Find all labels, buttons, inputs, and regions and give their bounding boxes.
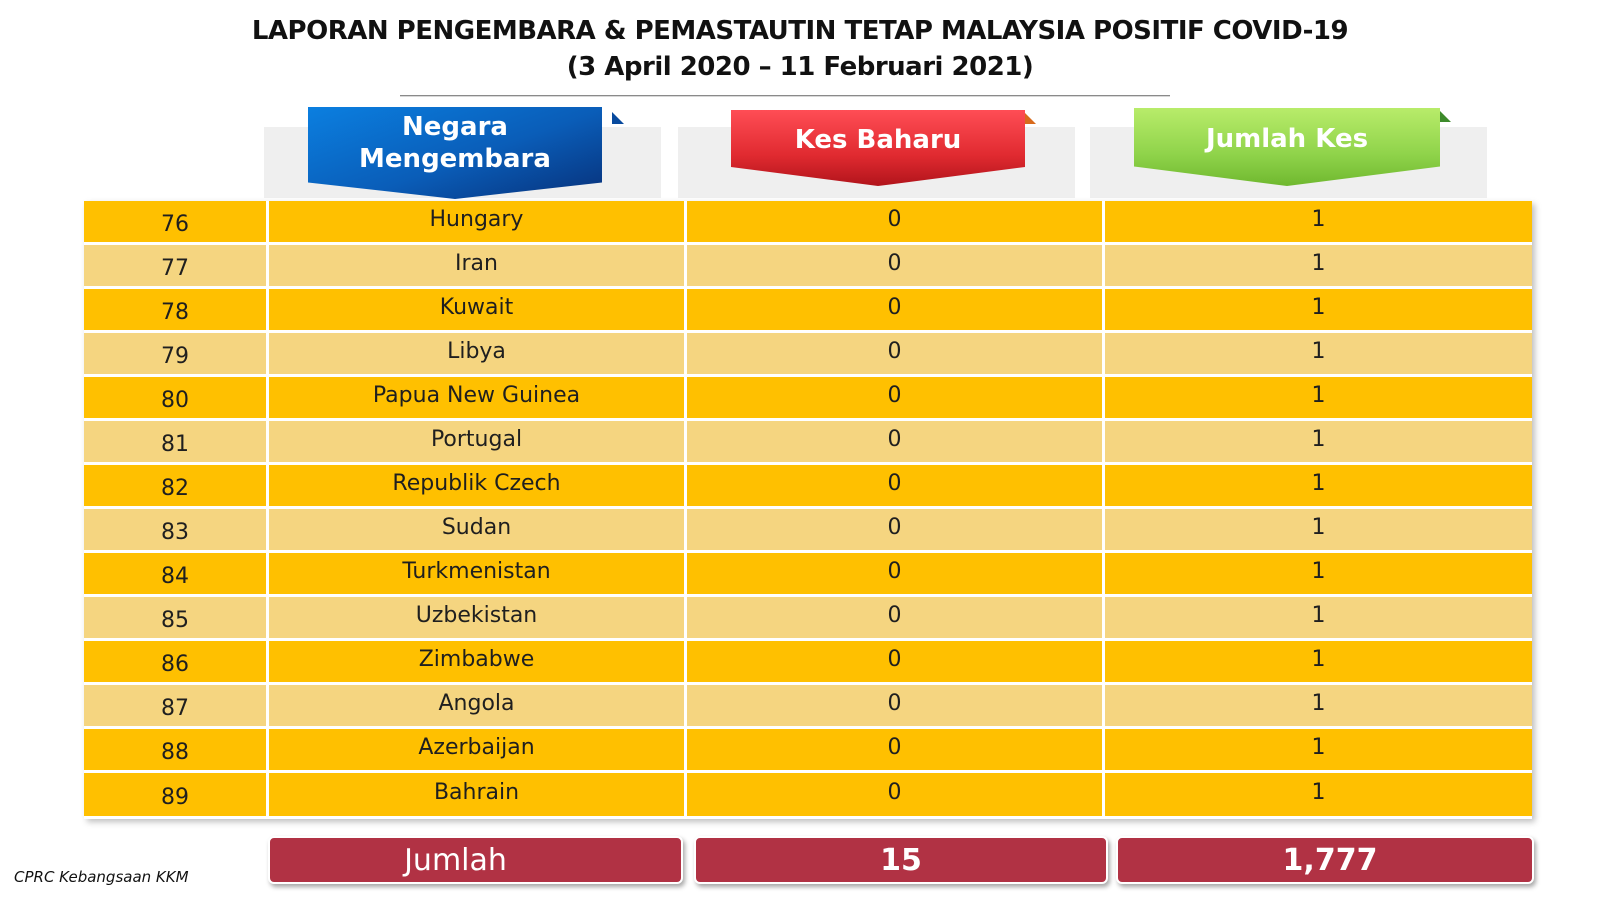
country-header-line2: Mengembara bbox=[359, 144, 551, 174]
table-row: 84 Turkmenistan 0 1 bbox=[84, 553, 1532, 597]
total-cases-value: 1 bbox=[1105, 773, 1532, 819]
total-cases-value: 1 bbox=[1105, 465, 1532, 509]
row-number: 87 bbox=[84, 685, 269, 729]
country-name: Portugal bbox=[269, 421, 687, 465]
country-name: Bahrain bbox=[269, 773, 687, 819]
new-cases-value: 0 bbox=[687, 685, 1105, 729]
row-number: 77 bbox=[84, 245, 269, 289]
table-row: 85 Uzbekistan 0 1 bbox=[84, 597, 1532, 641]
row-number: 88 bbox=[84, 729, 269, 773]
country-name: Uzbekistan bbox=[269, 597, 687, 641]
row-number: 84 bbox=[84, 553, 269, 597]
country-column-header: Negara Mengembara bbox=[308, 107, 602, 199]
country-name: Papua New Guinea bbox=[269, 377, 687, 421]
table-row: 89 Bahrain 0 1 bbox=[84, 773, 1532, 819]
table-row: 83 Sudan 0 1 bbox=[84, 509, 1532, 553]
new-cases-value: 0 bbox=[687, 773, 1105, 819]
total-cases-value: 1 bbox=[1105, 421, 1532, 465]
row-number: 81 bbox=[84, 421, 269, 465]
total-cases-value: 1 bbox=[1105, 641, 1532, 685]
country-name: Azerbaijan bbox=[269, 729, 687, 773]
new-cases-value: 0 bbox=[687, 465, 1105, 509]
table-row: 78 Kuwait 0 1 bbox=[84, 289, 1532, 333]
new-cases-value: 0 bbox=[687, 333, 1105, 377]
new-cases-value: 0 bbox=[687, 597, 1105, 641]
country-header-line1: Negara bbox=[402, 112, 508, 142]
table-row: 80 Papua New Guinea 0 1 bbox=[84, 377, 1532, 421]
row-number: 82 bbox=[84, 465, 269, 509]
country-name: Libya bbox=[269, 333, 687, 377]
cases-table: 76 Hungary 0 1 77 Iran 0 1 78 Kuwait 0 1… bbox=[84, 201, 1532, 819]
title-divider bbox=[400, 95, 1170, 97]
table-row: 86 Zimbabwe 0 1 bbox=[84, 641, 1532, 685]
ribbon-fold-icon bbox=[1439, 110, 1451, 122]
new-cases-value: 0 bbox=[687, 553, 1105, 597]
country-name: Republik Czech bbox=[269, 465, 687, 509]
country-name: Turkmenistan bbox=[269, 553, 687, 597]
total-cases-header-label: Jumlah Kes bbox=[1205, 124, 1369, 154]
row-number: 78 bbox=[84, 289, 269, 333]
total-cases-value: 1 bbox=[1105, 509, 1532, 553]
table-row: 81 Portugal 0 1 bbox=[84, 421, 1532, 465]
country-name: Zimbabwe bbox=[269, 641, 687, 685]
row-number: 79 bbox=[84, 333, 269, 377]
total-label: Jumlah bbox=[268, 836, 683, 884]
table-row: 79 Libya 0 1 bbox=[84, 333, 1532, 377]
new-cases-value: 0 bbox=[687, 245, 1105, 289]
table-row: 88 Azerbaijan 0 1 bbox=[84, 729, 1532, 773]
row-number: 89 bbox=[84, 773, 269, 819]
total-cases-value: 1 bbox=[1105, 377, 1532, 421]
country-name: Sudan bbox=[269, 509, 687, 553]
total-cases-value: 1 bbox=[1105, 333, 1532, 377]
total-cases-value: 1 bbox=[1105, 685, 1532, 729]
ribbon-fold-icon bbox=[1024, 112, 1036, 124]
source-credit: CPRC Kebangsaan KKM bbox=[14, 868, 189, 886]
total-all-cases: 1,777 bbox=[1116, 836, 1534, 884]
new-cases-value: 0 bbox=[687, 729, 1105, 773]
table-row: 87 Angola 0 1 bbox=[84, 685, 1532, 729]
table-row: 77 Iran 0 1 bbox=[84, 245, 1532, 289]
total-cases-value: 1 bbox=[1105, 729, 1532, 773]
new-cases-column-header: Kes Baharu bbox=[731, 110, 1025, 186]
table-row: 82 Republik Czech 0 1 bbox=[84, 465, 1532, 509]
new-cases-value: 0 bbox=[687, 421, 1105, 465]
total-cases-value: 1 bbox=[1105, 289, 1532, 333]
country-name: Angola bbox=[269, 685, 687, 729]
table-row: 76 Hungary 0 1 bbox=[84, 201, 1532, 245]
country-name: Kuwait bbox=[269, 289, 687, 333]
row-number: 80 bbox=[84, 377, 269, 421]
total-cases-value: 1 bbox=[1105, 245, 1532, 289]
row-number: 76 bbox=[84, 201, 269, 245]
new-cases-value: 0 bbox=[687, 509, 1105, 553]
ribbon-fold-icon bbox=[612, 112, 624, 124]
total-cases-column-header: Jumlah Kes bbox=[1134, 108, 1440, 186]
row-number: 85 bbox=[84, 597, 269, 641]
new-cases-value: 0 bbox=[687, 201, 1105, 245]
total-cases-value: 1 bbox=[1105, 553, 1532, 597]
new-cases-value: 0 bbox=[687, 377, 1105, 421]
report-title: LAPORAN PENGEMBARA & PEMASTAUTIN TETAP M… bbox=[251, 16, 1349, 46]
new-cases-value: 0 bbox=[687, 289, 1105, 333]
total-cases-value: 1 bbox=[1105, 597, 1532, 641]
new-cases-header-label: Kes Baharu bbox=[794, 125, 962, 155]
total-new-cases: 15 bbox=[694, 836, 1108, 884]
row-number: 83 bbox=[84, 509, 269, 553]
country-name: Hungary bbox=[269, 201, 687, 245]
row-number: 86 bbox=[84, 641, 269, 685]
total-cases-value: 1 bbox=[1105, 201, 1532, 245]
country-name: Iran bbox=[269, 245, 687, 289]
report-date-range: (3 April 2020 – 11 Februari 2021) bbox=[566, 52, 1034, 82]
new-cases-value: 0 bbox=[687, 641, 1105, 685]
